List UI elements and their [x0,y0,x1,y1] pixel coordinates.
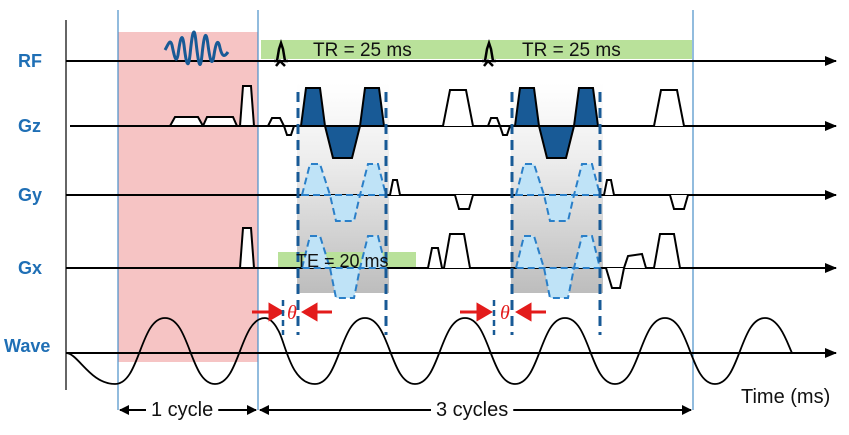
gy-echo-2 [514,163,602,222]
row-label-wave: Wave [4,336,50,356]
gx-prephaser-2 [623,252,647,269]
gx-lobe-1 [443,233,471,269]
gy-small-1 [389,179,401,196]
row-label-gz: Gz [18,116,41,136]
theta-arrows-1 [252,302,332,322]
one-cycle-label: 1 cycle [151,399,213,421]
gz-spoiler [238,85,256,127]
rf-prep-pulse [163,30,230,66]
three-cycles-label-backing [431,398,514,422]
gx-echo-2 [514,235,602,299]
one-cycle-label-backing [146,398,219,422]
echo-window-lines [296,92,602,335]
theta-guide-lines [281,300,496,335]
gz-rewind-2 [487,117,511,136]
gx-prephaser-1 [427,247,443,269]
gx-echo-1 [300,235,388,299]
theta-arrows-2 [460,302,546,322]
theta-label-2: θ [500,302,510,324]
gy-neg-2 [669,194,689,210]
tr-label-2: TR = 25 ms [522,40,621,61]
rf-pulse-2 [482,39,496,67]
gx-lobe-2 [653,233,681,269]
gy-small-2 [603,179,615,196]
gx-spoiler [238,227,256,269]
gz-echo-2 [513,87,600,159]
gz-echo-1 [299,87,386,159]
gz-prep-lobe-2 [201,116,239,127]
rf-pulse-1 [274,39,288,67]
gy-echo-1 [300,163,388,222]
wave-sinusoid [65,317,793,385]
row-label-gy: Gy [18,185,42,205]
time-axis-label: Time (ms) [741,386,830,408]
tr-label-1: TR = 25 ms [313,40,412,61]
tr-bar-1 [261,40,476,59]
gz-crusher-1 [442,89,474,127]
theta-label-1: θ [287,302,297,324]
gz-rewind-1 [267,117,295,136]
tr-bar-2 [476,40,692,59]
gz-crusher-2 [653,89,685,127]
three-cycles-label: 3 cycles [436,399,508,421]
one-cycle-region [118,32,258,362]
te-label: TE = 20 ms [296,251,389,271]
gx-neg-2 [605,267,625,289]
row-label-gx: Gx [18,258,42,278]
row-label-rf: RF [18,51,42,71]
gz-prep-lobe-1 [168,116,205,127]
gy-neg-1 [454,194,474,210]
